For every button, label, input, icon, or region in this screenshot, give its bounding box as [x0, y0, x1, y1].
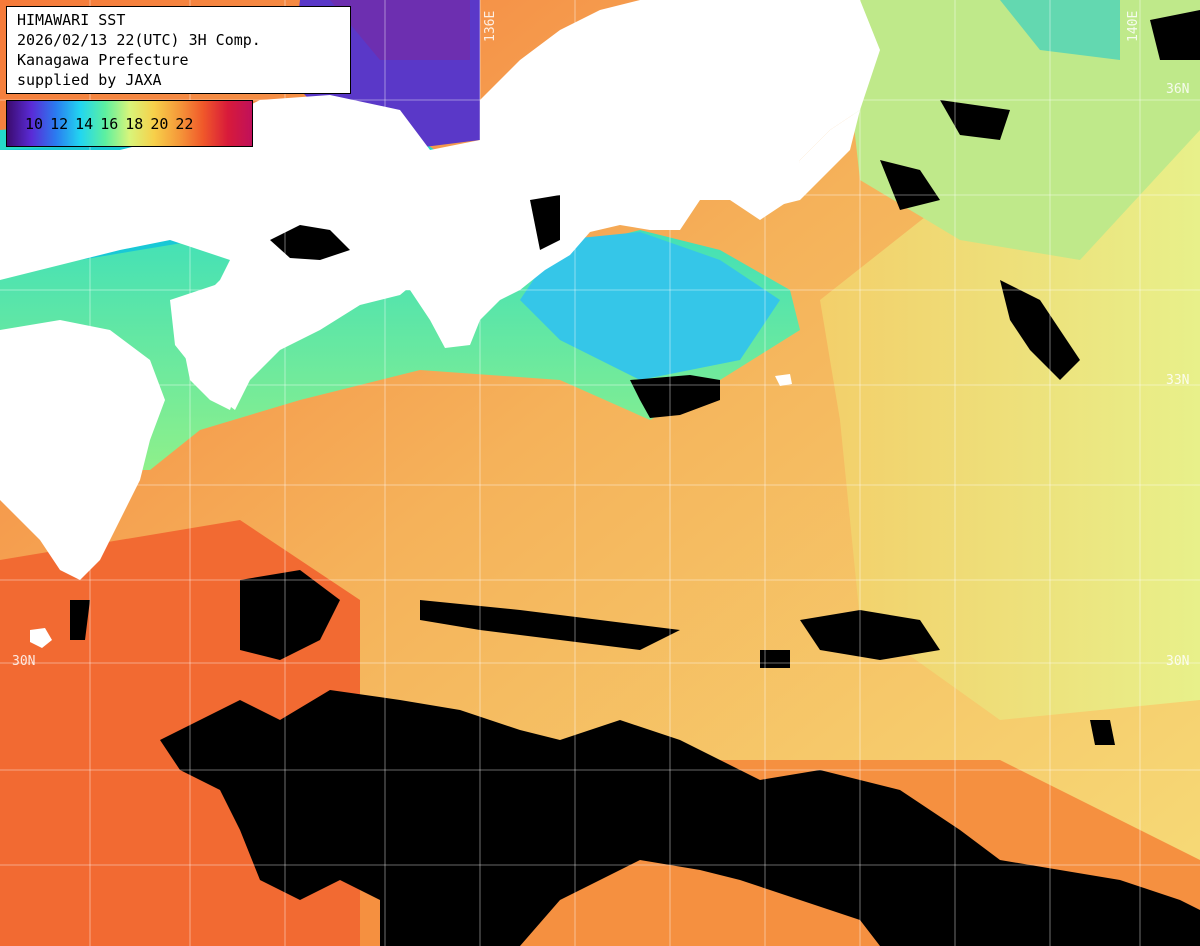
cloud-northeast-2 — [1000, 280, 1080, 380]
lon-label-136e: 136E — [483, 10, 498, 42]
lat-label-33n-east: 33N — [1166, 373, 1190, 388]
cloud-east-2 — [760, 650, 790, 668]
cloud-north-center — [270, 225, 350, 260]
title-line: HIMAWARI SST — [17, 11, 126, 29]
legend-tick: 18 — [125, 114, 144, 133]
datetime-line: 2026/02/13 22(UTC) 3H Comp. — [17, 31, 261, 49]
info-box: HIMAWARI SST 2026/02/13 22(UTC) 3H Comp.… — [6, 6, 351, 94]
cloud-south-east — [980, 860, 1040, 910]
cloud-south-large — [160, 690, 1200, 946]
land-small-island — [775, 374, 792, 386]
land-izu-island — [30, 628, 52, 648]
legend-tick: 10 — [25, 114, 44, 133]
cloud-east-right — [1090, 720, 1115, 745]
legend-tick: 14 — [75, 114, 94, 133]
cloud-masks — [70, 10, 1200, 946]
cloud-east-1 — [800, 610, 940, 660]
cloud-northeast-1 — [940, 100, 1010, 140]
cloud-bay — [630, 375, 720, 418]
lon-label-140e: 140E — [1126, 10, 1141, 42]
cloud-center-band — [420, 600, 680, 650]
credit-line: supplied by JAXA — [17, 71, 162, 89]
legend-tick: 12 — [50, 114, 69, 133]
legend-tick: 22 — [175, 114, 194, 133]
land-boso — [760, 110, 860, 210]
color-scale-legend: 10 12 14 16 18 20 22 — [6, 100, 253, 147]
cloud-south-west — [240, 570, 340, 660]
lat-label-33n-west: 33N — [8, 373, 32, 388]
legend-tick: 20 — [150, 114, 169, 133]
cloud-northeast-3 — [880, 160, 940, 210]
sea-purple-patch — [330, 0, 470, 60]
lat-label-30n-east: 30N — [1166, 654, 1190, 669]
sea-bay-blue — [520, 232, 780, 380]
lat-label-30n-west: 30N — [12, 654, 36, 669]
land-shikoku — [170, 240, 440, 410]
lat-label-36n: 36N — [1166, 82, 1190, 97]
prefecture-line: Kanagawa Prefecture — [17, 51, 189, 69]
legend-tick: 16 — [100, 114, 119, 133]
cloud-kii — [530, 195, 560, 250]
cloud-west-island — [70, 600, 90, 640]
cloud-ne-corner — [1150, 10, 1200, 60]
sea-ne-teal — [1000, 0, 1120, 60]
